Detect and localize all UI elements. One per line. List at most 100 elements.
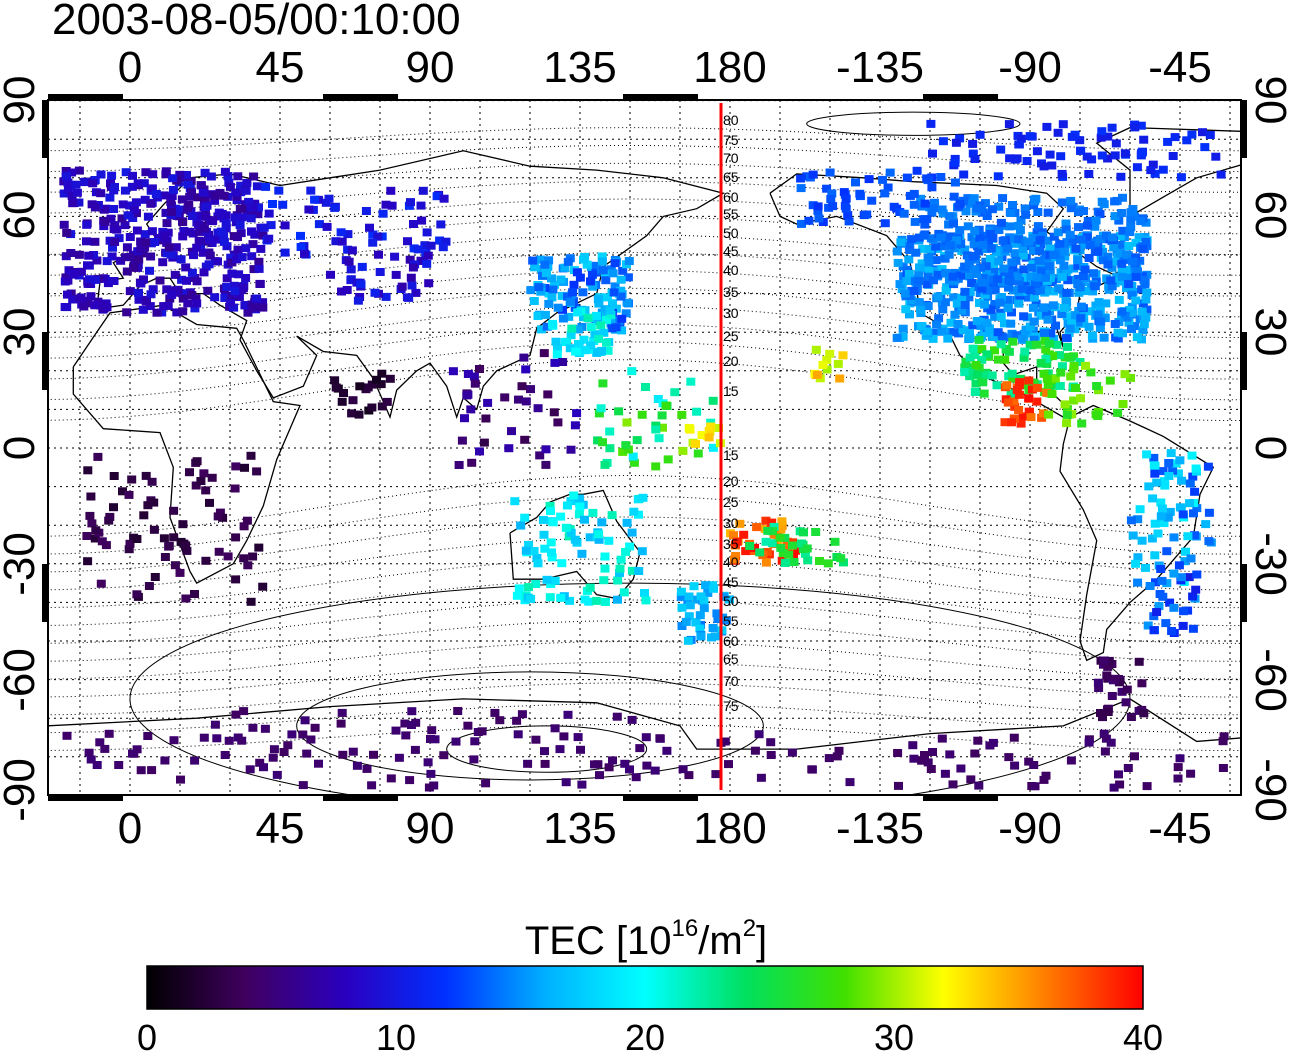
tec-cell	[662, 746, 672, 755]
tec-cell	[1098, 247, 1107, 256]
tec-cell	[1020, 347, 1030, 356]
tec-cell	[1070, 325, 1080, 334]
tec-cell	[985, 741, 995, 750]
tec-cell	[987, 371, 997, 380]
tec-cell	[1025, 132, 1035, 141]
tec-cell	[175, 170, 185, 179]
tec-cell	[352, 761, 362, 770]
tec-cell	[112, 225, 122, 234]
tec-cell	[172, 308, 182, 317]
tec-cell	[231, 462, 241, 471]
tec-cell	[1120, 370, 1130, 379]
tec-cell	[182, 171, 191, 179]
tec-cell	[259, 763, 268, 772]
tec-cell	[933, 292, 943, 301]
x-tick-label-top: 180	[693, 43, 766, 92]
tec-cell	[761, 537, 771, 546]
tec-cell	[1081, 361, 1090, 370]
tec-cell	[542, 322, 552, 331]
x-tick-label-bottom: 45	[256, 804, 305, 853]
tec-cell	[1118, 193, 1127, 202]
tec-cell	[125, 201, 135, 210]
tec-cell	[1065, 230, 1075, 239]
tec-cell	[867, 196, 877, 205]
tec-cell	[1045, 150, 1055, 159]
tec-cell	[409, 220, 418, 228]
tec-cell	[754, 730, 764, 739]
tec-cell	[696, 632, 706, 641]
tec-cell	[612, 712, 622, 721]
tec-cell	[924, 258, 934, 267]
tec-cell	[540, 310, 550, 319]
tec-cell	[591, 596, 601, 605]
tec-cell	[100, 744, 110, 753]
tec-cell	[1083, 216, 1093, 225]
tec-cell	[1203, 462, 1213, 471]
tec-cell	[615, 564, 625, 573]
tec-cell	[864, 175, 874, 184]
tec-cell	[957, 293, 967, 302]
tec-cell	[66, 249, 76, 257]
tec-cell	[985, 324, 994, 333]
tec-cell	[321, 198, 331, 207]
tec-cell	[902, 265, 912, 274]
tec-cell	[976, 321, 986, 330]
tec-cell	[1150, 519, 1160, 528]
tec-cell	[902, 277, 912, 285]
tec-cell	[578, 288, 588, 297]
tec-cell	[1107, 692, 1117, 700]
tec-cell	[826, 195, 836, 203]
tec-cell	[931, 242, 941, 251]
x-tick-label-bottom: 135	[543, 804, 616, 853]
tec-cell	[248, 723, 258, 732]
x-tick-label-bottom: 90	[406, 804, 455, 853]
tec-cell	[448, 367, 458, 376]
tec-cell	[628, 452, 638, 461]
tec-cell	[988, 275, 998, 284]
tec-cell	[684, 592, 694, 601]
tec-cell	[1073, 318, 1083, 327]
tec-cell	[118, 200, 128, 209]
tec-cell	[916, 305, 926, 314]
tec-cell	[970, 155, 980, 163]
tec-cell	[278, 200, 288, 209]
tec-cell	[1159, 519, 1169, 528]
tec-cell	[1062, 312, 1072, 321]
tec-cell	[204, 260, 214, 269]
tec-cell	[355, 382, 365, 391]
tec-cell	[175, 568, 185, 577]
tec-cell	[61, 167, 71, 175]
tec-cell	[949, 293, 959, 302]
tec-cell	[1165, 598, 1175, 607]
tec-cell	[1133, 267, 1142, 276]
tec-cell	[822, 184, 832, 193]
axis-bar	[623, 94, 698, 100]
contour-label: 20	[723, 473, 739, 489]
tec-cell	[246, 214, 256, 223]
tec-cell	[943, 334, 953, 343]
tec-cell	[183, 180, 193, 189]
tec-cell	[780, 533, 790, 542]
tec-cell	[546, 538, 556, 547]
tec-cell	[143, 501, 153, 510]
tec-cell	[147, 227, 157, 236]
tec-cell	[718, 613, 728, 622]
tec-cell	[914, 276, 924, 285]
tec-cell	[597, 518, 607, 527]
tec-cell	[1020, 204, 1030, 213]
tec-cell	[343, 245, 353, 254]
tec-cell	[1038, 303, 1048, 312]
tec-cell	[1043, 236, 1053, 245]
tec-cell	[242, 516, 252, 525]
tec-cell	[401, 731, 411, 740]
tec-cell	[367, 380, 377, 389]
tec-cell	[362, 764, 372, 773]
tec-cell	[909, 189, 919, 198]
tec-cell	[658, 423, 667, 432]
tec-cell	[1008, 263, 1018, 272]
tec-cell	[121, 168, 131, 177]
tec-cell	[1062, 419, 1072, 428]
tec-cell	[66, 181, 76, 190]
tec-cell	[242, 204, 252, 213]
tec-cell	[138, 305, 148, 314]
